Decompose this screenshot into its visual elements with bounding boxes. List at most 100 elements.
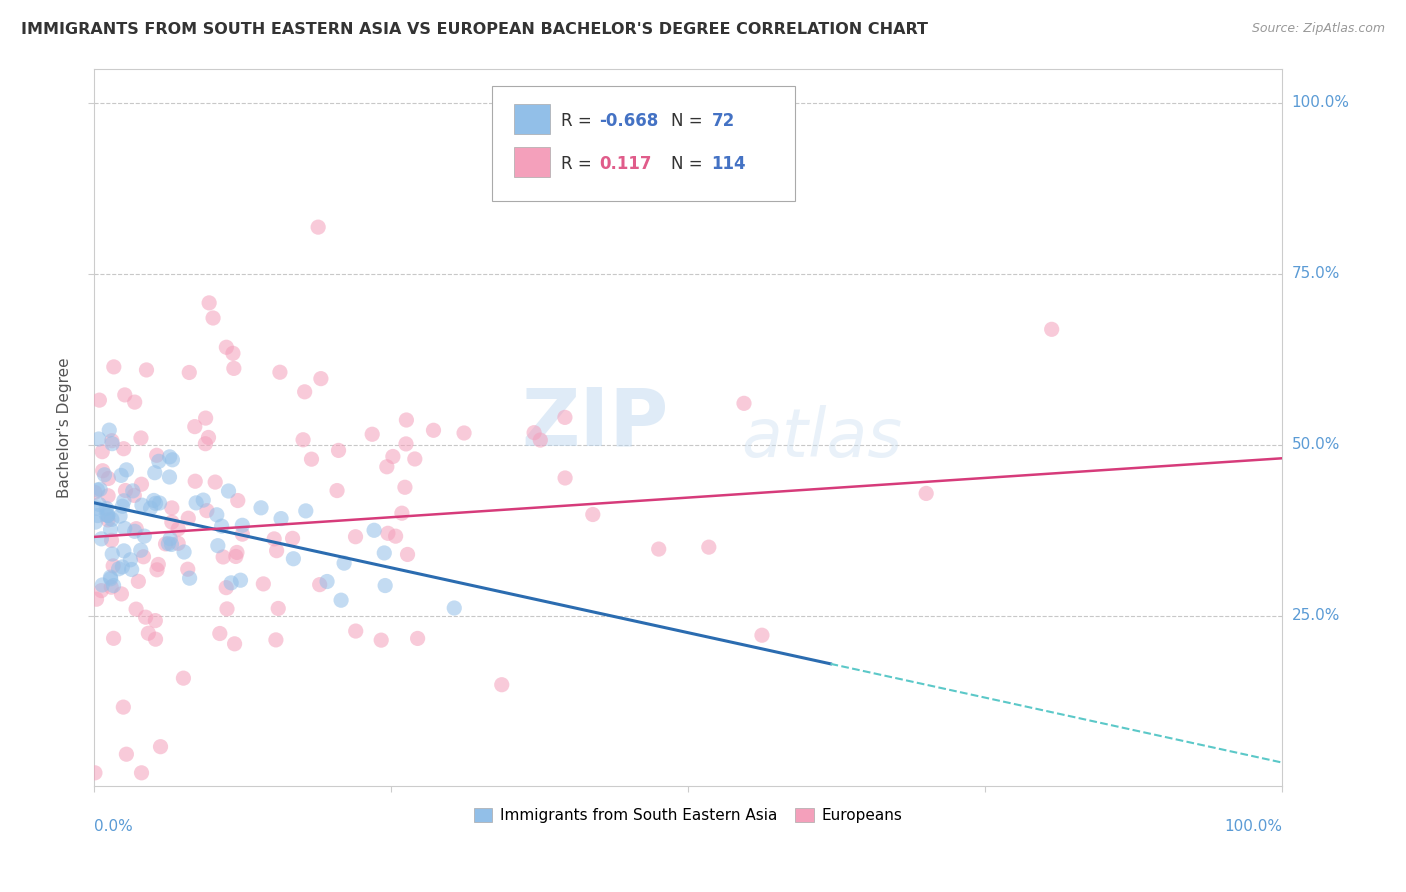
Point bbox=[103, 578, 125, 592]
Point bbox=[172, 671, 194, 685]
Point bbox=[316, 574, 339, 589]
Point bbox=[89, 498, 111, 512]
Point bbox=[91, 464, 114, 478]
Point bbox=[138, 626, 160, 640]
Point bbox=[143, 614, 166, 628]
FancyBboxPatch shape bbox=[515, 103, 550, 134]
Point bbox=[344, 530, 367, 544]
Point bbox=[219, 575, 242, 590]
Point bbox=[231, 527, 253, 541]
Text: N =: N = bbox=[671, 112, 709, 130]
Point bbox=[135, 363, 157, 377]
Text: 50.0%: 50.0% bbox=[1292, 437, 1340, 452]
Point bbox=[97, 508, 120, 523]
Point bbox=[115, 747, 138, 762]
Point bbox=[270, 511, 292, 525]
Point bbox=[443, 601, 465, 615]
Point bbox=[396, 548, 419, 562]
Point bbox=[202, 311, 225, 326]
Text: 0.0%: 0.0% bbox=[94, 819, 132, 834]
Point bbox=[160, 515, 183, 529]
Point bbox=[179, 366, 201, 380]
Point bbox=[112, 493, 135, 508]
Point bbox=[394, 480, 416, 494]
Point bbox=[344, 624, 367, 638]
Point bbox=[131, 498, 153, 512]
Point bbox=[215, 581, 238, 595]
Point bbox=[370, 633, 392, 648]
Point bbox=[132, 549, 155, 564]
Text: Source: ZipAtlas.com: Source: ZipAtlas.com bbox=[1251, 22, 1385, 36]
Point bbox=[225, 549, 247, 564]
Point bbox=[127, 574, 149, 589]
FancyBboxPatch shape bbox=[515, 147, 550, 177]
Point bbox=[179, 571, 201, 585]
Point bbox=[160, 500, 183, 515]
Point bbox=[83, 485, 105, 500]
Point bbox=[281, 532, 304, 546]
Point bbox=[112, 442, 135, 456]
Text: 100.0%: 100.0% bbox=[1292, 95, 1350, 111]
Point bbox=[86, 592, 108, 607]
Point bbox=[124, 524, 146, 539]
Point bbox=[208, 626, 231, 640]
Point bbox=[129, 543, 152, 558]
Point bbox=[250, 500, 273, 515]
Point bbox=[90, 532, 112, 546]
Point bbox=[373, 546, 395, 560]
Point bbox=[308, 577, 330, 591]
Point bbox=[252, 577, 274, 591]
Point bbox=[90, 583, 112, 598]
Point bbox=[406, 632, 429, 646]
Point bbox=[263, 532, 285, 546]
Point bbox=[404, 452, 426, 467]
Text: atlas: atlas bbox=[741, 405, 903, 471]
Point bbox=[212, 549, 235, 564]
Point bbox=[121, 483, 143, 498]
Point bbox=[103, 359, 125, 374]
Point bbox=[100, 570, 122, 584]
Point bbox=[198, 296, 221, 310]
Point bbox=[177, 511, 200, 525]
Text: 25.0%: 25.0% bbox=[1292, 608, 1340, 623]
Point bbox=[294, 384, 316, 399]
Point bbox=[107, 562, 129, 576]
FancyBboxPatch shape bbox=[492, 87, 794, 202]
Point bbox=[309, 371, 332, 385]
Point bbox=[215, 340, 238, 354]
Point bbox=[226, 493, 249, 508]
Point bbox=[453, 425, 475, 440]
Point bbox=[86, 508, 108, 523]
Point bbox=[110, 468, 132, 483]
Point bbox=[207, 539, 229, 553]
Point bbox=[915, 486, 938, 500]
Point bbox=[159, 450, 181, 464]
Point bbox=[177, 562, 200, 576]
Point bbox=[215, 602, 238, 616]
Point bbox=[100, 523, 122, 537]
Point bbox=[648, 542, 671, 557]
Point bbox=[100, 533, 122, 548]
Point bbox=[333, 556, 356, 570]
Point bbox=[149, 739, 172, 754]
Point bbox=[84, 765, 107, 780]
Point bbox=[101, 512, 124, 526]
Point bbox=[108, 509, 131, 524]
Point bbox=[134, 529, 156, 543]
Legend: Immigrants from South Eastern Asia, Europeans: Immigrants from South Eastern Asia, Euro… bbox=[468, 802, 908, 829]
Point bbox=[143, 466, 166, 480]
Point bbox=[125, 602, 148, 616]
Point bbox=[160, 537, 183, 551]
Text: R =: R = bbox=[561, 112, 596, 130]
Point bbox=[375, 459, 398, 474]
Point bbox=[162, 452, 184, 467]
Text: 0.117: 0.117 bbox=[599, 155, 651, 173]
Point bbox=[91, 444, 114, 458]
Point bbox=[173, 545, 195, 559]
Point bbox=[697, 540, 720, 554]
Point bbox=[84, 515, 107, 529]
Point bbox=[111, 560, 134, 574]
Point bbox=[93, 467, 115, 482]
Point bbox=[112, 544, 135, 558]
Point bbox=[125, 522, 148, 536]
